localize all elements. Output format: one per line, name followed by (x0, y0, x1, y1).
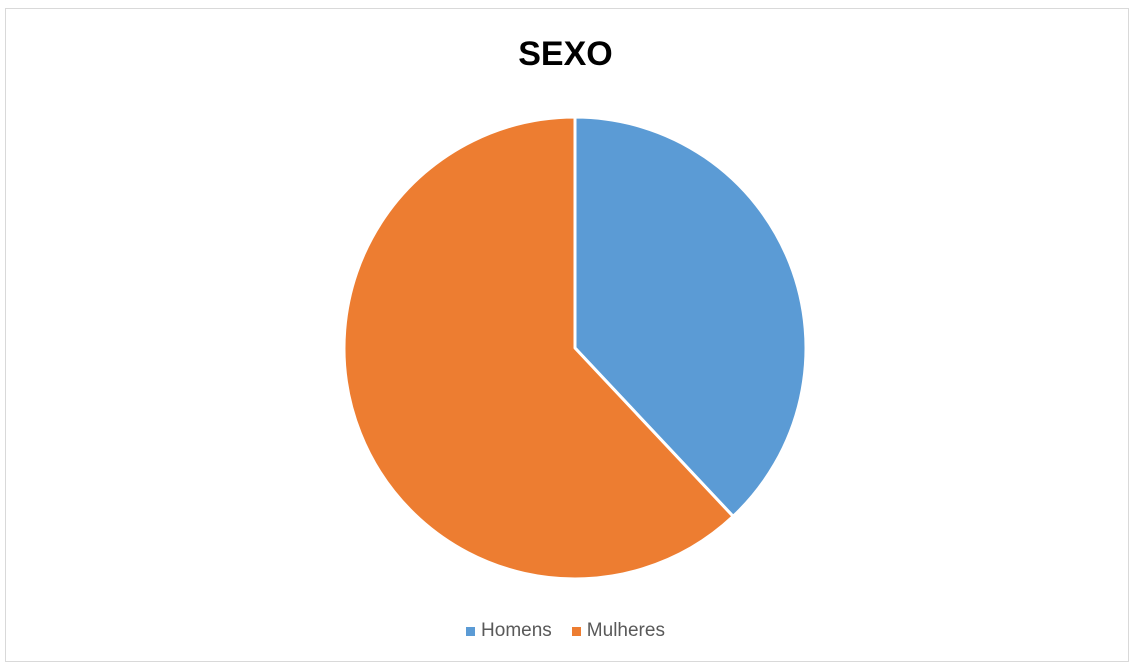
legend-label-mulheres: Mulheres (586, 620, 665, 641)
legend-label-homens: Homens (481, 620, 552, 641)
pie-slice-mulheres (342, 115, 735, 581)
legend-item-homens: Homens (466, 620, 552, 642)
pie-slice-homens (573, 115, 808, 518)
legend-item-mulheres: Mulheres (571, 620, 665, 642)
legend-swatch-mulheres (571, 626, 581, 636)
pie-slices (342, 115, 808, 581)
legend-swatch-homens (466, 626, 476, 636)
legend: Homens Mulheres (0, 620, 1131, 642)
chart-title: SEXO (518, 35, 613, 73)
